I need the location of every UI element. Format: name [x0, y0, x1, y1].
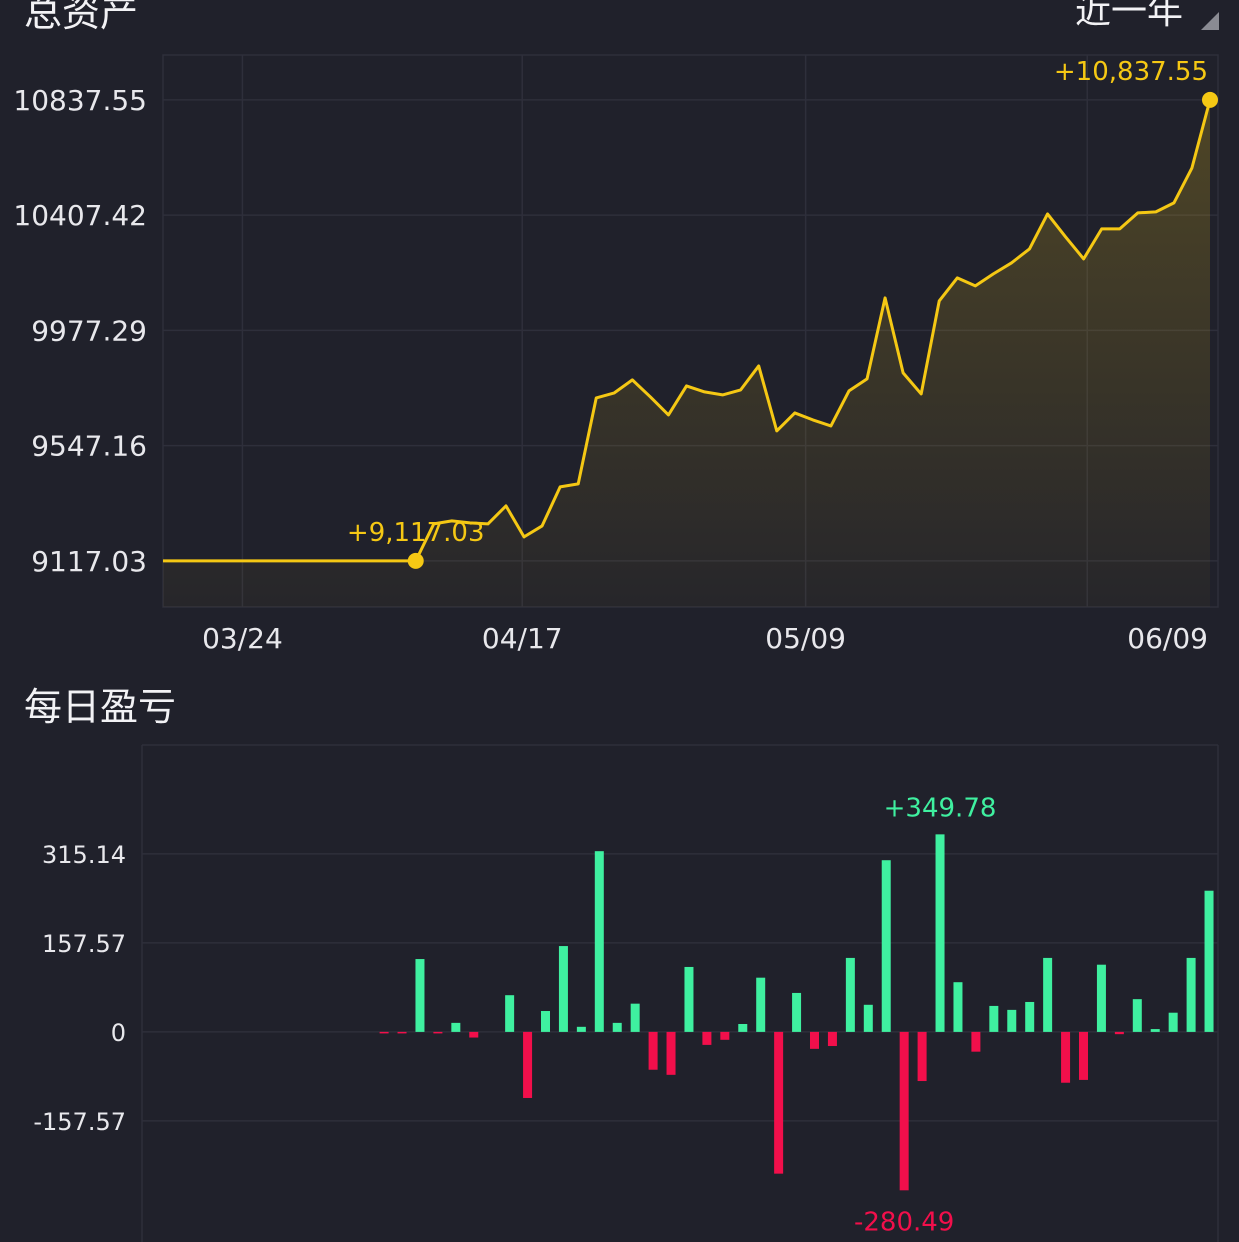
gain-bar — [451, 1022, 461, 1032]
loss-bar — [1079, 1031, 1088, 1080]
y-tick-label: 315.14 — [42, 841, 126, 869]
gain-bar — [1043, 957, 1053, 1032]
gain-bar — [1204, 890, 1214, 1032]
loss-bar — [648, 1031, 658, 1070]
gain-bar — [594, 851, 604, 1032]
x-tick-label: 05/09 — [765, 622, 846, 655]
loss-bar — [379, 1031, 389, 1034]
gain-bar — [1007, 1009, 1017, 1032]
gain-bar — [792, 992, 802, 1032]
loss-bar — [469, 1031, 479, 1038]
gain-bar — [1186, 957, 1196, 1032]
loss-bar — [720, 1031, 730, 1040]
loss-bar — [666, 1031, 676, 1075]
y-tick-label: 10837.55 — [13, 84, 147, 117]
x-tick-label: 03/24 — [202, 622, 283, 655]
loss-bar — [899, 1031, 909, 1191]
gain-bar — [684, 966, 694, 1032]
loss-bar — [523, 1031, 533, 1098]
data-point-label: +9,117.03 — [347, 518, 485, 548]
loss-bar — [1114, 1031, 1124, 1035]
gain-bar — [1025, 1001, 1035, 1032]
gain-bar — [845, 957, 855, 1032]
loss-bar — [702, 1031, 712, 1045]
gain-bar — [541, 1011, 550, 1032]
x-tick-label: 06/09 — [1127, 622, 1208, 655]
gain-bar — [738, 1023, 748, 1032]
gain-bar — [576, 1026, 586, 1032]
gain-bar — [1096, 964, 1106, 1032]
area-fill — [163, 99, 1210, 608]
gain-bar — [505, 995, 515, 1032]
gain-bar — [415, 959, 425, 1032]
max-value-label: +349.78 — [884, 793, 997, 823]
gain-bar — [612, 1022, 622, 1032]
gain-bar — [935, 834, 945, 1032]
loss-bar — [433, 1031, 443, 1034]
x-tick-label: 04/17 — [482, 622, 563, 655]
gain-bar — [558, 946, 568, 1032]
gain-bar — [756, 977, 766, 1032]
y-tick-label: 157.57 — [42, 930, 126, 958]
loss-bar — [917, 1031, 927, 1082]
gain-bar — [630, 1003, 640, 1032]
dropdown-triangle-icon[interactable] — [1201, 12, 1219, 30]
gain-bar — [953, 982, 963, 1032]
data-point-label: +10,837.55 — [1054, 57, 1208, 87]
loss-bar — [827, 1031, 837, 1047]
gain-bar — [1150, 1029, 1160, 1032]
y-tick-label: 0 — [111, 1019, 126, 1047]
y-tick-label: -157.57 — [33, 1108, 126, 1136]
gain-bar — [881, 860, 891, 1032]
loss-bar — [810, 1031, 819, 1049]
min-value-label: -280.49 — [854, 1207, 954, 1237]
data-point-marker — [1202, 91, 1218, 108]
gain-bar — [1168, 1012, 1178, 1032]
gain-bar — [1132, 999, 1142, 1032]
gain-bar — [989, 1005, 999, 1032]
total-assets-chart[interactable]: 10837.55 10407.42 9977.29 9547.16 9117.03 03/… — [0, 0, 1239, 660]
data-point-marker — [407, 552, 424, 569]
loss-bar — [971, 1031, 981, 1052]
total-assets-title: 总资产 — [24, 0, 139, 35]
gain-bar — [863, 1004, 873, 1032]
series-line — [163, 99, 1212, 563]
y-tick-label: 9547.16 — [31, 430, 147, 463]
loss-bar — [397, 1031, 407, 1034]
y-tick-label: 10407.42 — [13, 199, 147, 232]
daily-pnl-title: 每日盈亏 — [24, 685, 177, 729]
loss-bar — [774, 1031, 784, 1174]
loss-bar — [1061, 1031, 1071, 1083]
y-tick-label: 9977.29 — [31, 314, 147, 347]
time-range-selector[interactable]: 近一年 — [1074, 0, 1183, 32]
y-tick-label: 9117.03 — [31, 545, 147, 578]
